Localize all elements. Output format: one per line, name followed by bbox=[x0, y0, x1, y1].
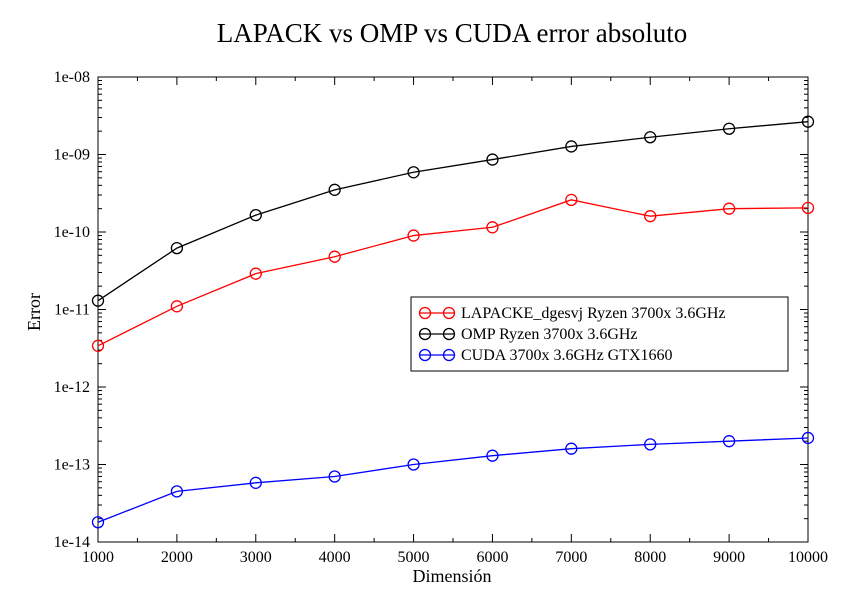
legend-marker bbox=[418, 348, 432, 362]
series-line-2 bbox=[97, 437, 809, 523]
y-tick-label: 1e-11 bbox=[54, 302, 90, 319]
chart-title: LAPACK vs OMP vs CUDA error absoluto bbox=[217, 18, 688, 48]
x-tick-label: 10000 bbox=[788, 549, 828, 566]
y-tick-label: 1e-08 bbox=[54, 69, 90, 86]
data-point bbox=[249, 476, 262, 489]
data-point bbox=[91, 339, 105, 352]
x-tick-label: 2000 bbox=[161, 549, 193, 566]
data-point bbox=[565, 442, 578, 455]
data-point bbox=[644, 210, 657, 223]
data-point bbox=[249, 208, 262, 222]
x-tick-label: 8000 bbox=[634, 549, 666, 566]
data-point bbox=[407, 229, 420, 242]
y-tick-label: 1e-14 bbox=[54, 534, 90, 551]
data-point bbox=[722, 435, 736, 448]
data-point bbox=[565, 140, 578, 153]
axis-ticks: 1000 2000 3000 4000 5000 6000 7000 8000 9000 1000… bbox=[54, 69, 828, 566]
y-tick-label: 1e-09 bbox=[54, 147, 90, 164]
x-tick-label: 4000 bbox=[319, 549, 351, 566]
legend: LAPACKE_dgesvj Ryzen 3700x 3.6GHz OMP Ryz… bbox=[410, 296, 789, 372]
data-point bbox=[801, 431, 815, 445]
data-point bbox=[486, 153, 499, 166]
y-tick-label: 1e-10 bbox=[54, 224, 90, 241]
legend-marker bbox=[442, 348, 456, 362]
data-point bbox=[486, 221, 499, 234]
data-point bbox=[170, 241, 184, 255]
legend-box bbox=[410, 296, 789, 372]
data-point bbox=[170, 300, 184, 313]
data-point bbox=[328, 183, 341, 196]
data-point bbox=[407, 166, 420, 179]
x-tick-label: 6000 bbox=[476, 549, 508, 566]
data-point bbox=[328, 470, 341, 483]
data-point bbox=[170, 485, 184, 498]
legend-entry-label: OMP Ryzen 3700x 3.6GHz bbox=[461, 326, 638, 343]
data-point bbox=[801, 115, 815, 128]
y-tick-label: 1e-13 bbox=[54, 457, 90, 474]
series-line-0 bbox=[97, 199, 809, 347]
series-layer bbox=[91, 115, 815, 529]
x-axis-label: Dimensión bbox=[413, 566, 492, 586]
x-tick-label: 1000 bbox=[82, 549, 114, 566]
data-point bbox=[407, 458, 420, 471]
data-point bbox=[328, 250, 341, 263]
data-point bbox=[486, 449, 499, 462]
legend-marker bbox=[418, 327, 432, 341]
legend-entry-label: CUDA 3700x 3.6GHz GTX1660 bbox=[461, 347, 673, 364]
data-point bbox=[91, 516, 105, 529]
legend-marker bbox=[442, 306, 456, 320]
data-point bbox=[644, 438, 657, 451]
x-tick-label: 9000 bbox=[713, 549, 745, 566]
data-point bbox=[565, 193, 578, 206]
legend-entry-label: LAPACKE_dgesvj Ryzen 3700x 3.6GHz bbox=[461, 305, 726, 322]
data-point bbox=[722, 202, 736, 215]
y-axis-label: Error bbox=[24, 293, 44, 331]
data-point bbox=[722, 122, 736, 135]
data-point bbox=[91, 294, 105, 307]
legend-marker bbox=[418, 306, 432, 320]
y-tick-label: 1e-12 bbox=[54, 379, 90, 396]
series-line-1 bbox=[97, 121, 809, 302]
x-tick-label: 3000 bbox=[240, 549, 272, 566]
legend-marker bbox=[442, 327, 456, 341]
data-point bbox=[644, 131, 657, 144]
data-point bbox=[249, 267, 262, 280]
data-point bbox=[801, 201, 815, 214]
x-tick-label: 7000 bbox=[555, 549, 587, 566]
x-tick-label: 5000 bbox=[398, 549, 430, 566]
